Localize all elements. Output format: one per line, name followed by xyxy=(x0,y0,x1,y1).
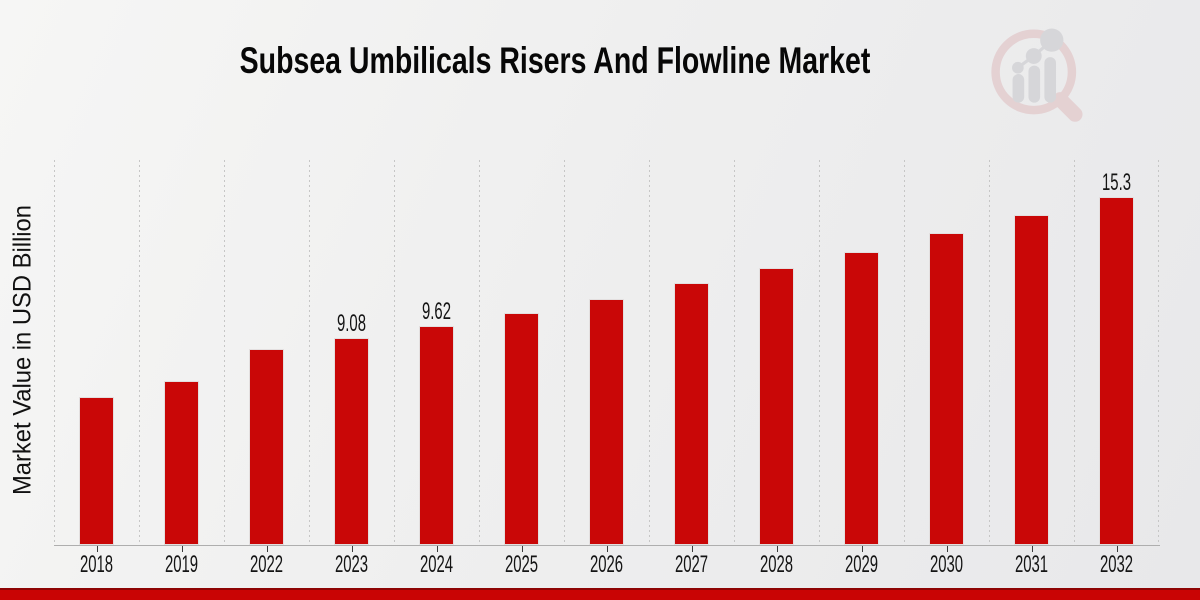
bar-value-label: 15.3 xyxy=(1102,169,1131,196)
x-axis-line xyxy=(54,545,1160,546)
bar xyxy=(504,313,539,545)
gridline xyxy=(1158,160,1159,545)
x-tick-label: 2022 xyxy=(249,551,284,578)
gridline xyxy=(394,160,395,545)
magnifier-bar-chart-logo-icon xyxy=(991,28,1083,122)
x-tick xyxy=(1031,546,1033,552)
x-tick-label: 2025 xyxy=(504,551,539,578)
x-tick-label: 2023 xyxy=(334,551,369,578)
y-axis-label: Market Value in USD Billion xyxy=(8,205,37,495)
bar xyxy=(589,299,624,545)
bar xyxy=(79,397,114,545)
bar xyxy=(419,326,454,545)
x-tick xyxy=(691,546,693,552)
gridline xyxy=(649,160,650,545)
bar-value-label: 9.62 xyxy=(422,298,451,325)
gridline xyxy=(54,160,55,545)
bar xyxy=(929,233,964,545)
x-tick xyxy=(861,546,863,552)
x-tick-label: 2030 xyxy=(929,551,964,578)
x-tick xyxy=(266,546,268,552)
gridline xyxy=(564,160,565,545)
gridline xyxy=(734,160,735,545)
gridline xyxy=(479,160,480,545)
bar xyxy=(844,252,879,545)
gridline xyxy=(224,160,225,545)
x-tick xyxy=(1116,546,1118,552)
gridline xyxy=(309,160,310,545)
bar xyxy=(334,338,369,545)
bar xyxy=(674,283,709,545)
x-tick-label: 2031 xyxy=(1014,551,1049,578)
x-tick-label: 2026 xyxy=(589,551,624,578)
plot-area: 9.08 9.62 15.3 xyxy=(54,160,1159,545)
x-tick xyxy=(181,546,183,552)
bar xyxy=(759,268,794,545)
x-tick xyxy=(606,546,608,552)
x-tick-label: 2018 xyxy=(79,551,114,578)
x-tick-label: 2028 xyxy=(759,551,794,578)
x-tick-label: 2019 xyxy=(164,551,199,578)
bar xyxy=(1099,197,1134,545)
bar xyxy=(249,349,284,545)
x-tick xyxy=(436,546,438,552)
gridline xyxy=(139,160,140,545)
x-tick-label: 2029 xyxy=(844,551,879,578)
x-tick xyxy=(776,546,778,552)
x-tick-label: 2024 xyxy=(419,551,454,578)
gridline xyxy=(1074,160,1075,545)
x-tick-label: 2032 xyxy=(1099,551,1134,578)
bar-value-label: 9.08 xyxy=(337,310,366,337)
gridline xyxy=(904,160,905,545)
footer-accent-band xyxy=(0,588,1200,600)
x-tick-label: 2027 xyxy=(674,551,709,578)
x-tick xyxy=(946,546,948,552)
chart-title: Subsea Umbilicals Risers And Flowline Ma… xyxy=(239,40,871,81)
x-tick xyxy=(351,546,353,552)
x-tick xyxy=(521,546,523,552)
gridline xyxy=(819,160,820,545)
bar xyxy=(164,381,199,545)
gridline xyxy=(989,160,990,545)
x-tick xyxy=(96,546,98,552)
bar xyxy=(1014,215,1049,545)
